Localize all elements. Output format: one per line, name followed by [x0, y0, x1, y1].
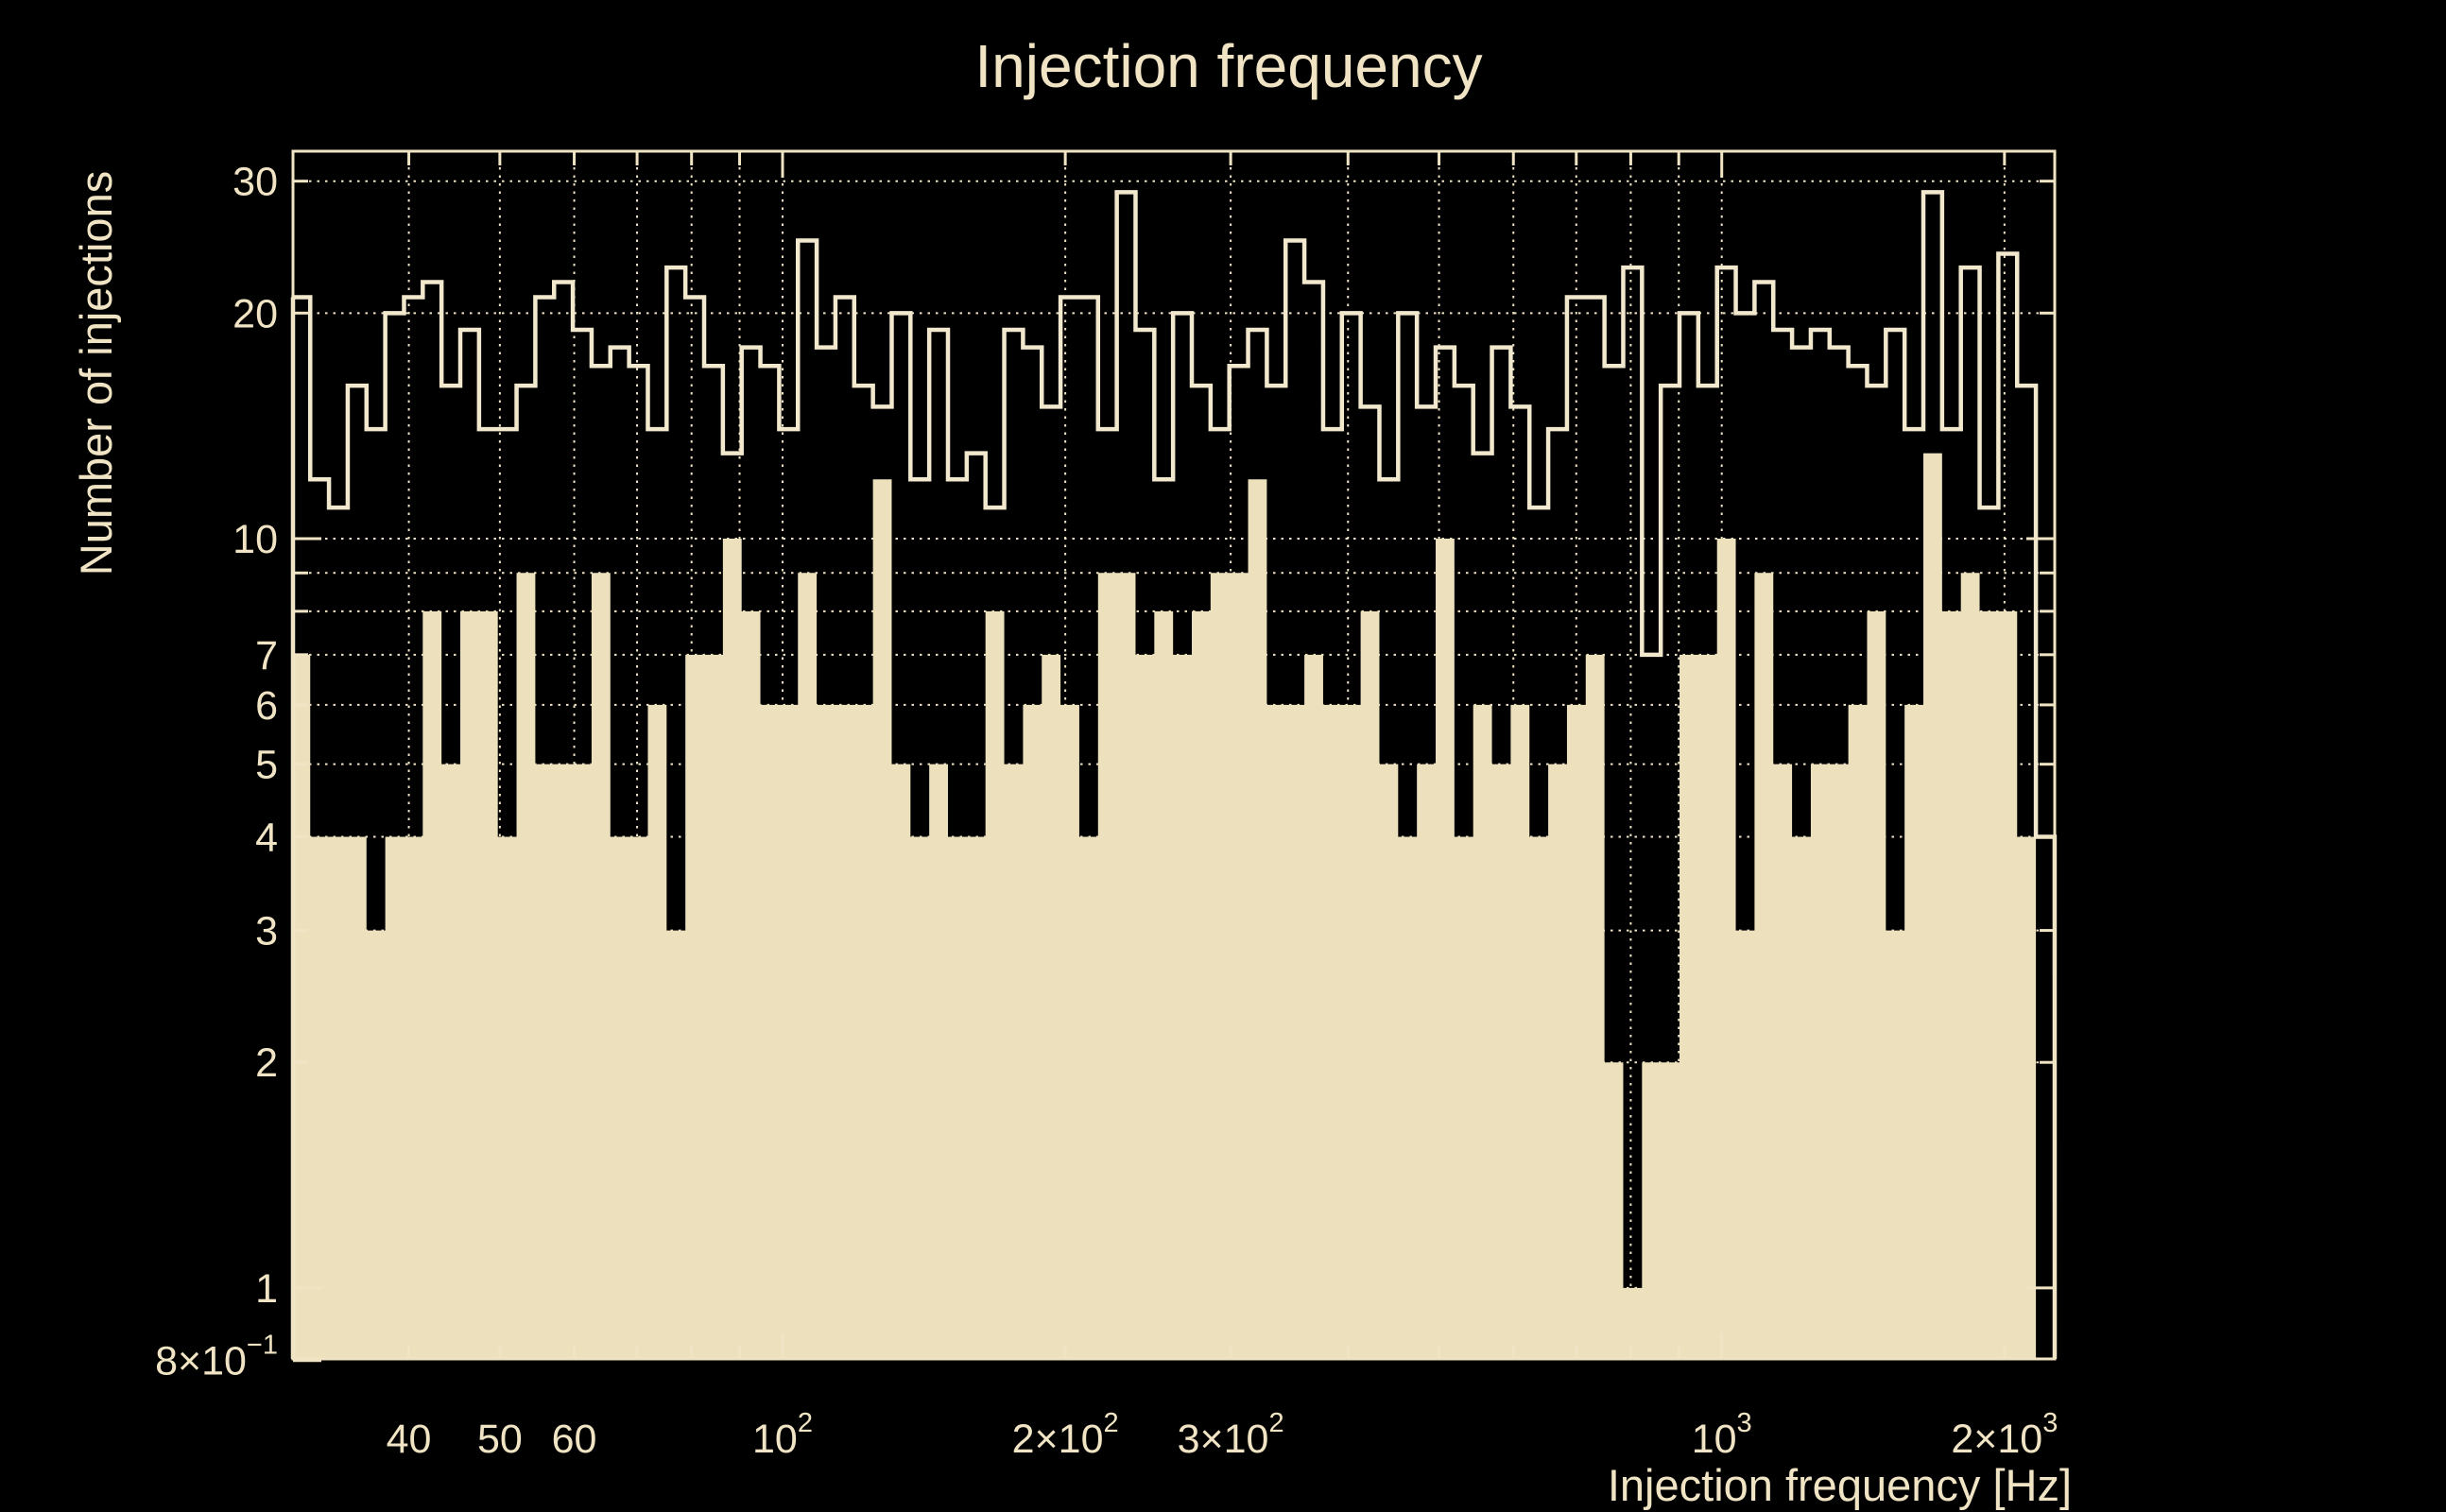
- y-tick-label: 5: [255, 743, 278, 788]
- outline-histogram: [290, 190, 2058, 1360]
- y-tick-label: 7: [255, 633, 278, 679]
- chart-title: Injection frequency: [974, 32, 1482, 100]
- filled-histogram: [291, 453, 2055, 1360]
- x-tick-label: 2×102: [1012, 1408, 1119, 1462]
- x-tick-label: 103: [1692, 1408, 1752, 1462]
- y-axis-title: Number of injections: [71, 171, 121, 576]
- axis-ticks: [293, 151, 2055, 1363]
- outline-histogram-series: [290, 190, 2058, 1360]
- x-tick-label: 60: [552, 1417, 597, 1462]
- y-tick-label: 30: [233, 160, 278, 205]
- x-tick-label: 102: [752, 1408, 813, 1462]
- x-tick-label: 3×102: [1178, 1408, 1284, 1462]
- y-tick-label: 10: [233, 517, 278, 562]
- y-tick-label: 8×10−1: [155, 1331, 278, 1384]
- x-tick-labels: 40 50 60 102 2×102 3×102 103 2×103: [387, 1408, 2058, 1462]
- y-tick-label: 2: [255, 1040, 278, 1086]
- x-axis-title: Injection frequency [Hz]: [1608, 1460, 2072, 1510]
- x-tick-label: 40: [387, 1417, 432, 1462]
- x-tick-label: 2×103: [1951, 1408, 2058, 1462]
- frame-rect: [291, 149, 2057, 1361]
- y-tick-label: 4: [255, 816, 278, 861]
- y-tick-label: 1: [255, 1266, 278, 1312]
- x-tick-label: 50: [477, 1417, 523, 1462]
- y-tick-labels: 30 20 10 76 5 4 3 2 1 8×10−1: [155, 160, 278, 1384]
- y-tick-label: 20: [233, 291, 278, 336]
- y-tick-label: 6: [255, 683, 278, 729]
- plot-frame: [291, 149, 2057, 1361]
- y-tick-label: 3: [255, 909, 278, 954]
- filled-histogram-series: [291, 453, 2055, 1360]
